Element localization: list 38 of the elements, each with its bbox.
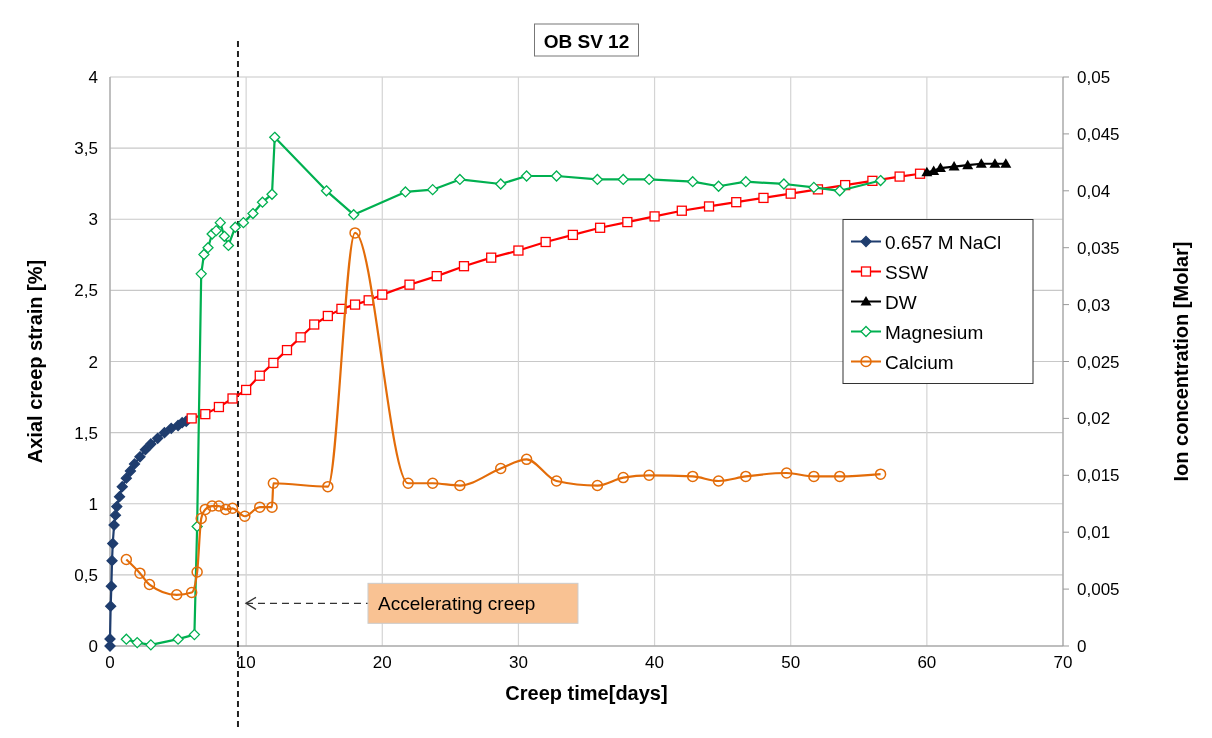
y-tick-label: 2 [88, 352, 98, 372]
y2-tick-label: 0,025 [1077, 352, 1120, 372]
legend-label: DW [885, 291, 917, 313]
y2-tick-label: 0,04 [1077, 181, 1111, 201]
y-axis-title: Axial creep strain [%] [24, 259, 46, 464]
annotation: Accelerating creep [377, 593, 536, 615]
y-tick-label: 3 [88, 210, 98, 230]
y-tick-label: 3,5 [74, 139, 98, 159]
y2-tick-label: 0,005 [1077, 580, 1120, 600]
legend-label: Magnesium [885, 321, 984, 343]
y-tick-label: 0,5 [74, 565, 98, 585]
chart-title: OB SV 12 [543, 31, 630, 52]
x-tick-label: 60 [917, 653, 937, 672]
y2-tick-label: 0,035 [1077, 238, 1120, 258]
x-tick-label: 0 [105, 653, 115, 672]
y2-tick-label: 0,02 [1077, 409, 1111, 429]
y2-tick-label: 0,01 [1077, 523, 1111, 543]
legend-label: Calcium [885, 351, 954, 373]
legend-label: 0.657 M NaCl [885, 231, 1002, 253]
legend-label: SSW [885, 261, 929, 283]
x-tick-label: 30 [508, 653, 528, 672]
y2-tick-label: 0,015 [1077, 466, 1120, 486]
x-tick-label: 10 [236, 653, 256, 672]
y-tick-label: 2,5 [74, 281, 98, 301]
y-tick-label: 0 [88, 637, 98, 656]
y-tick-label: 1,5 [74, 423, 98, 443]
y2-tick-label: 0,03 [1077, 295, 1111, 315]
y2-tick-label: 0 [1077, 637, 1087, 656]
y2-axis-title: Ion concentration [Molar] [1170, 241, 1192, 482]
y-tick-label: 4 [88, 68, 98, 87]
x-tick-label: 40 [645, 653, 665, 672]
x-tick-label: 20 [372, 653, 392, 672]
x-tick-label: 50 [781, 653, 801, 672]
x-axis-title: Creep time[days] [505, 682, 668, 704]
x-tick-label: 70 [1053, 653, 1073, 672]
y2-tick-label: 0,045 [1077, 124, 1120, 144]
y-tick-label: 1 [88, 494, 98, 514]
y2-tick-label: 0,05 [1077, 68, 1111, 87]
